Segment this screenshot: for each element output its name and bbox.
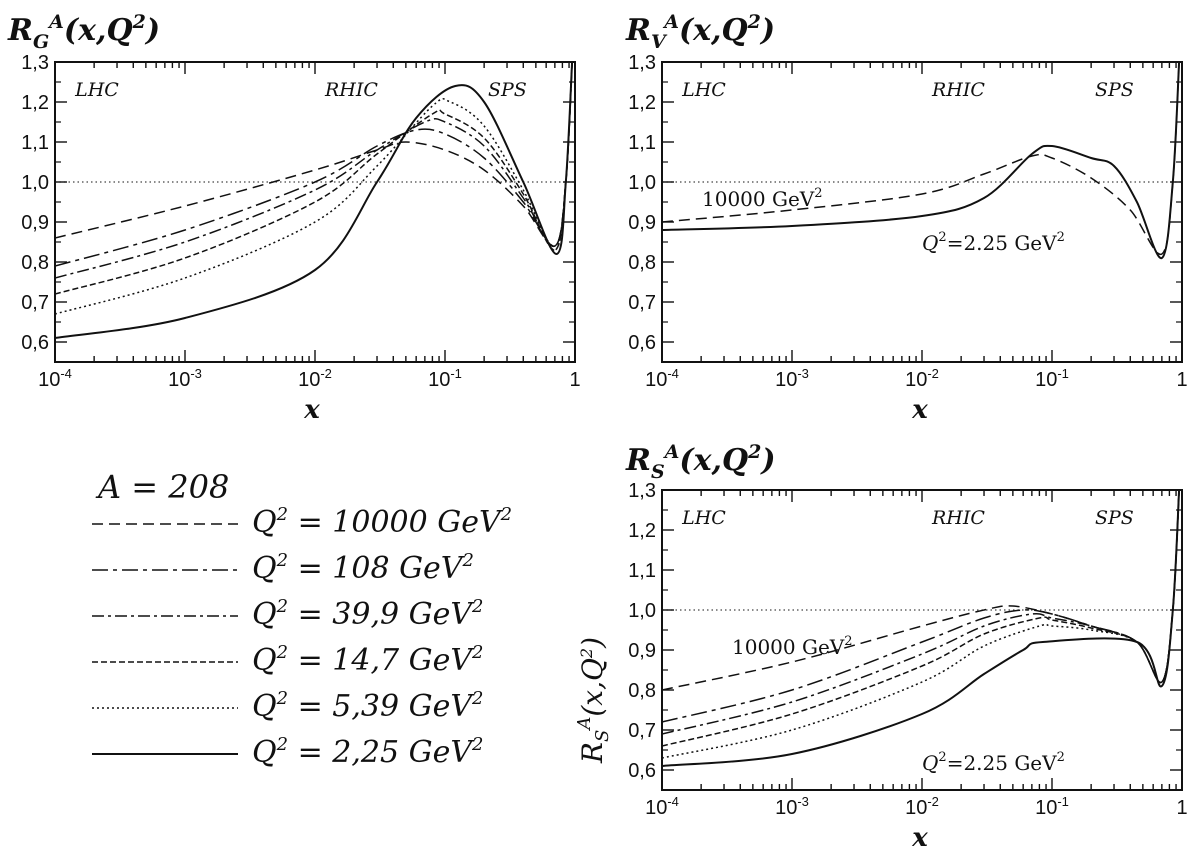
panel-s-ytick-label: 0,9 [628,640,656,662]
panel-g-xtick-label: 10-1 [428,366,462,391]
panel-g-series-1 [55,62,573,267]
panel-s-xlabel: x [911,823,928,848]
panel-v-ytick-label: 1,1 [628,132,656,154]
panel-v-xtick-label: 10-2 [905,366,939,391]
panel-s-series-4 [662,490,1180,759]
legend-label: Q2 = 10000 GeV2 [252,504,512,540]
panel-s-xtick-label: 1 [1176,797,1187,819]
panel-v-series-1 [662,62,1181,260]
panel-v-region-lhc: LHC [681,79,726,101]
legend: A = 208 Q2 = 10000 GeV2 Q2 = 108 GeV2 Q2 =… [92,468,512,770]
panel-g-xlabel: x [303,395,320,425]
panel-v-xtick-label: 10-4 [645,366,679,391]
panel-v-xlabel: x [911,395,928,425]
panel-g-xtick-label: 10-4 [38,366,72,391]
panel-s-region-sps: SPS [1095,507,1134,529]
panel-v-xtick-label: 10-1 [1035,366,1069,391]
panel-s-ytick-label: 0,7 [628,720,656,742]
panel-s-annotation-high: 10000 GeV2 [732,634,853,659]
panel-s-ytick-label: 0,8 [628,680,656,702]
panel-s-series-3 [662,490,1180,747]
legend-label: Q2 = 5,39 GeV2 [252,688,483,724]
panel-v-ytick-label: 1,0 [628,172,656,194]
panel-g-ytick-label: 1,3 [21,52,49,74]
panel-s-xtick-label: 10-1 [1035,794,1069,819]
panel-g-region-lhc: LHC [74,79,119,101]
panel-v-title: RVA(x,Q2) [625,11,775,53]
panel-v-region-sps: SPS [1095,79,1134,101]
panel-v-annotation-high: 10000 GeV2 [702,186,823,211]
legend-label: Q2 = 14,7 GeV2 [252,642,483,678]
panel-v-region-rhic: RHIC [931,79,985,101]
panel-g-region-sps: SPS [488,79,527,101]
panel-s-xtick-label: 10-2 [905,794,939,819]
panel-g-xtick-label: 10-2 [298,366,332,391]
panel-s-ytick-label: 1,2 [628,520,656,542]
panel-v-frame [661,61,1183,363]
panel-s-series-5 [662,490,1181,767]
legend-a-label: A = 208 [95,468,229,506]
panel-g-series-3 [55,62,573,295]
panel-v-ytick-label: 0,7 [628,292,656,314]
legend-label: Q2 = 108 GeV2 [252,550,474,586]
panel-g-series-0 [55,62,573,247]
panel-v-annotation-low: Q2=2.25 GeV2 [922,230,1065,255]
panel-s-annotation-low: Q2=2.25 GeV2 [922,750,1065,775]
panel-g-frame [54,61,576,363]
panel-g-xtick-label: 10-3 [168,366,202,391]
panel-s-title: RSA(x,Q2) [625,441,776,483]
panel-g-series-5 [55,62,574,339]
panel-v-ytick-label: 0,6 [628,332,656,354]
panel-s-ytick-label: 1,3 [628,480,656,502]
panel-g-title: RGA(x,Q2) [7,11,160,53]
panel-g-ytick-label: 0,6 [21,332,49,354]
panel-s-ytick-label: 1,0 [628,600,656,622]
panel-g-xtick-label: 1 [569,369,580,391]
panel-s-xtick-label: 10-4 [645,794,679,819]
panel-g-series-2 [55,62,573,279]
panel-g-ytick-label: 1,1 [21,132,49,154]
panel-g: 0,6 0,7 0,8 0,9 1,0 1,1 1,2 1,3 10-4 10-3 10-2 10-1… [21,52,580,391]
panel-s-xtick-label: 10-3 [775,794,809,819]
panel-g-ytick-label: 0,7 [21,292,49,314]
panel-g-ytick-label: 1,0 [21,172,49,194]
panel-v: 0,6 0,7 0,8 0,9 1,0 1,1 1,2 1,3 10-4 10-3 10-2 10-1… [628,52,1187,391]
panel-v-series-0 [662,62,1180,255]
panel-v-ytick-label: 1,3 [628,52,656,74]
legend-label: Q2 = 39,9 GeV2 [252,596,483,632]
panel-g-region-rhic: RHIC [324,79,378,101]
panel-v-ytick-label: 1,2 [628,92,656,114]
panel-s-ytick-label: 1,1 [628,560,656,582]
panel-g-ytick-label: 1,2 [21,92,49,114]
panel-g-ytick-label: 0,8 [21,252,49,274]
panel-s-ylabel: RSA(x,Q2) [574,637,613,764]
panel-s-region-lhc: LHC [681,507,726,529]
panel-v-ytick-label: 0,8 [628,252,656,274]
panel-s-ytick-label: 0,6 [628,760,656,782]
legend-label: Q2 = 2,25 GeV2 [252,734,483,770]
panel-s-region-rhic: RHIC [931,507,985,529]
panel-s: 0,6 0,7 0,8 0,9 1,0 1,1 1,2 1,3 10-4 10-3 10-2 10-1… [628,480,1187,819]
panel-v-xtick-label: 10-3 [775,366,809,391]
panel-g-ytick-label: 0,9 [21,212,49,234]
panel-v-ytick-label: 0,9 [628,212,656,234]
panel-s-frame [661,489,1183,791]
panel-v-xtick-label: 1 [1176,369,1187,391]
